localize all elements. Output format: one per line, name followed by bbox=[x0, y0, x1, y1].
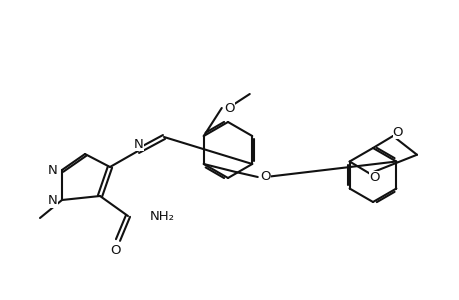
Text: O: O bbox=[111, 244, 121, 256]
Text: NH₂: NH₂ bbox=[150, 211, 174, 224]
Text: O: O bbox=[369, 171, 379, 184]
Text: N: N bbox=[134, 137, 144, 151]
Text: N: N bbox=[48, 164, 58, 178]
Text: O: O bbox=[392, 125, 403, 139]
Text: O: O bbox=[224, 101, 235, 115]
Text: O: O bbox=[260, 170, 270, 184]
Text: N: N bbox=[48, 194, 58, 208]
